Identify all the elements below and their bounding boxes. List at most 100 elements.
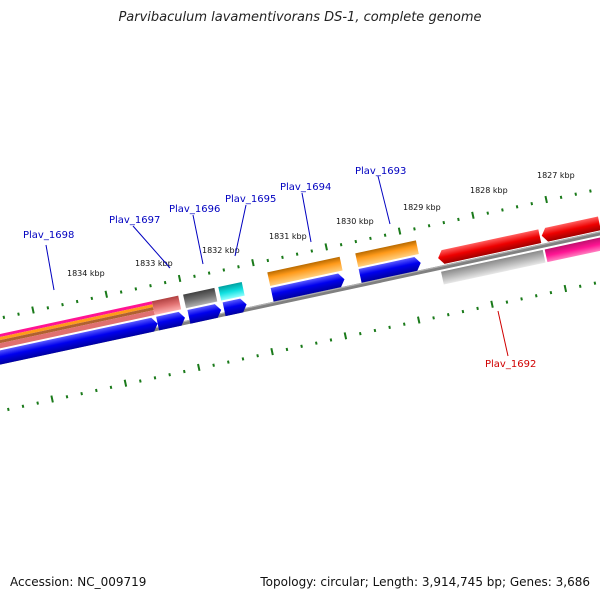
minor-tick — [46, 306, 50, 310]
kbp-label-1834: 1834 kbp — [67, 269, 105, 278]
minor-tick — [486, 211, 490, 215]
minor-tick — [446, 313, 450, 317]
minor-tick — [354, 239, 358, 244]
map-title: Parvibaculum lavamentivorans DS-1, compl… — [118, 10, 482, 25]
svg-text:Plav_1697: Plav_1697 — [109, 215, 160, 226]
minor-tick — [578, 284, 582, 288]
major-tick — [471, 211, 475, 219]
genome-summary: Topology: circular; Length: 3,914,745 bp… — [260, 575, 590, 589]
minor-tick — [515, 205, 519, 209]
minor-tick — [476, 306, 479, 311]
svg-text:Plav_1693: Plav_1693 — [355, 166, 406, 177]
minor-tick — [505, 300, 509, 304]
major-tick — [563, 284, 568, 293]
minor-tick — [329, 338, 333, 342]
gene-label-plav-1696[interactable]: Plav_1696 — [169, 204, 220, 265]
kbp-label-1833: 1833 kbp — [135, 259, 173, 268]
minor-tick — [358, 331, 362, 336]
gene-label-plav-1698[interactable]: Plav_1698 — [23, 230, 74, 291]
major-tick — [544, 195, 548, 204]
minor-tick — [212, 363, 215, 367]
svg-text:Plav_1692: Plav_1692 — [485, 359, 536, 370]
minor-tick — [95, 388, 98, 393]
minor-tick — [75, 299, 79, 304]
minor-tick — [285, 347, 289, 352]
minor-tick — [314, 341, 318, 345]
kbp-label-1827: 1827 kbp — [537, 171, 575, 180]
minor-tick — [109, 385, 113, 390]
minor-tick — [427, 224, 431, 228]
major-tick — [50, 395, 54, 403]
minor-tick — [139, 379, 142, 383]
major-tick — [251, 259, 255, 267]
minor-tick — [119, 290, 123, 294]
feature-plav-1696[interactable] — [183, 287, 218, 309]
minor-tick — [388, 325, 391, 330]
kbp-label-1830: 1830 kbp — [336, 217, 374, 226]
cds-arrows — [0, 257, 421, 372]
major-tick — [123, 379, 128, 387]
major-tick — [177, 274, 182, 283]
minor-tick — [281, 255, 284, 260]
minor-tick — [65, 395, 69, 399]
minor-tick — [266, 258, 270, 263]
minor-tick — [256, 354, 259, 358]
kbp-label-1831: 1831 kbp — [269, 232, 307, 241]
minor-tick — [237, 265, 240, 269]
major-tick — [324, 243, 328, 251]
minor-tick — [153, 376, 157, 380]
feature-plav-1694[interactable] — [267, 256, 343, 287]
feature-plav-1693[interactable] — [355, 240, 419, 268]
feature-plav-1697[interactable] — [151, 295, 182, 315]
minor-tick — [593, 281, 597, 285]
gene-label-plav-1695[interactable]: Plav_1695 — [225, 194, 276, 257]
major-tick — [31, 306, 35, 314]
gene-label-plav-1693[interactable]: Plav_1693 — [355, 166, 406, 225]
gene-label-plav-1694[interactable]: Plav_1694 — [280, 182, 331, 243]
major-tick — [490, 300, 494, 308]
minor-tick — [183, 369, 186, 374]
minor-tick — [17, 312, 20, 316]
major-tick — [197, 363, 201, 372]
minor-tick — [501, 208, 504, 212]
minor-tick — [520, 297, 523, 301]
minor-tick — [80, 391, 83, 396]
minor-tick — [163, 280, 167, 285]
minor-tick — [339, 243, 343, 247]
feature-plav-1695[interactable] — [218, 281, 245, 301]
minor-tick — [530, 201, 534, 206]
minor-tick — [461, 309, 465, 314]
feature-plav-1692-group[interactable] — [437, 210, 600, 265]
minor-tick — [383, 233, 387, 237]
reverse-features — [441, 236, 600, 285]
minor-tick — [442, 220, 446, 225]
gene-label-plav-1697[interactable]: Plav_1697 — [109, 215, 171, 269]
kbp-label-1832: 1832 kbp — [202, 246, 240, 255]
major-tick — [270, 347, 274, 356]
minor-tick — [90, 296, 94, 301]
minor-tick — [241, 357, 245, 361]
minor-tick — [295, 252, 299, 256]
minor-tick — [373, 328, 377, 333]
accession-label: Accession: NC_009719 — [10, 575, 147, 589]
major-tick — [417, 316, 421, 324]
upper-tick-track — [2, 189, 592, 319]
minor-tick — [457, 217, 460, 222]
major-tick — [343, 332, 348, 340]
minor-tick — [7, 407, 10, 412]
kbp-label-1828: 1828 kbp — [470, 186, 508, 195]
minor-tick — [369, 236, 372, 241]
minor-tick — [549, 290, 553, 295]
feature-plav-1698[interactable] — [0, 301, 155, 356]
minor-tick — [310, 249, 314, 253]
major-tick — [104, 290, 109, 298]
lower-tick-track — [7, 281, 597, 412]
gene-label-plav-1692[interactable]: Plav_1692 — [485, 310, 536, 370]
minor-tick — [134, 287, 138, 291]
svg-text:Plav_1696: Plav_1696 — [169, 204, 220, 215]
minor-tick — [207, 271, 211, 275]
minor-tick — [222, 268, 226, 272]
minor-tick — [149, 284, 152, 288]
major-tick — [397, 227, 402, 235]
